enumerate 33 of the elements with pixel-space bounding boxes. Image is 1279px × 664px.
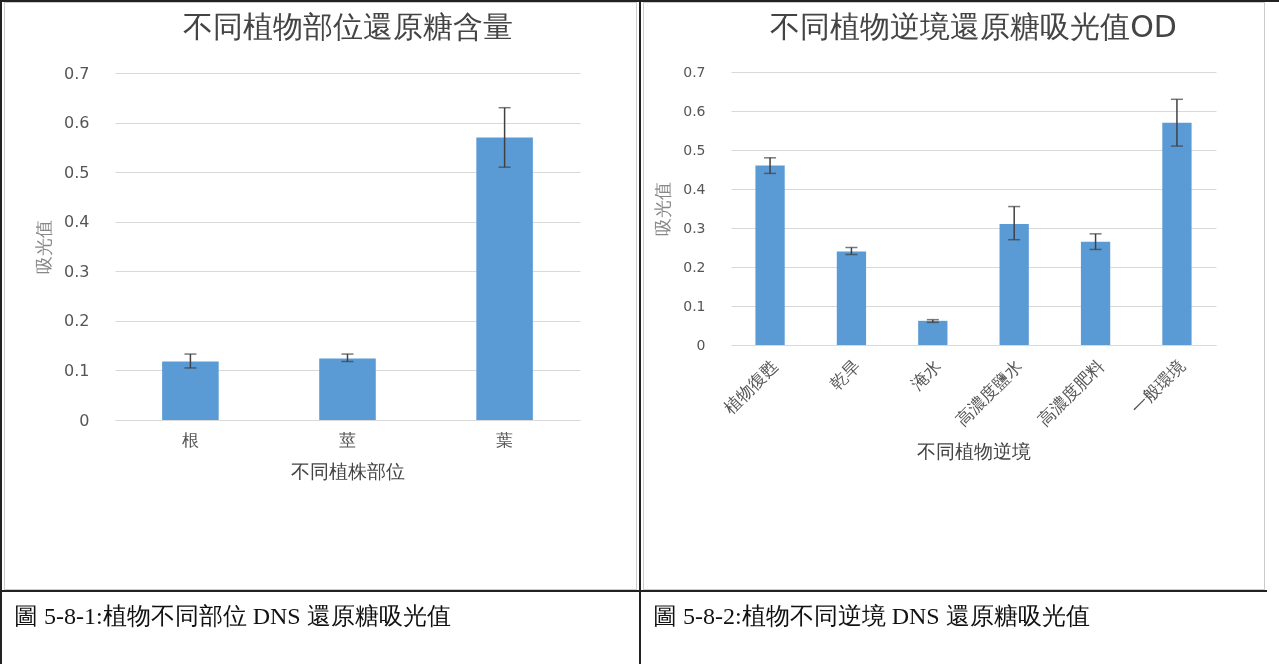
x-axis-title: 不同植株部位: [291, 459, 405, 482]
x-tick-label: 莖: [339, 429, 356, 450]
x-tick-label: 高濃度鹽水: [951, 355, 1027, 430]
y-axis-title: 吸光值: [33, 220, 55, 274]
y-tick-label: 0.1: [64, 360, 90, 380]
x-tick-label: 葉: [496, 429, 514, 450]
x-tick-label: 淹水: [906, 355, 945, 394]
x-tick-label: 高濃度肥料: [1033, 355, 1108, 430]
x-tick-label: 根: [181, 429, 199, 450]
chart-title: 不同植物部位還原糖含量: [182, 9, 513, 44]
caption: 圖 5-8-1:植物不同部位 DNS 還原糖吸光值: [2, 590, 639, 664]
y-tick-label: 0.2: [64, 311, 90, 331]
y-tick-label: 0: [696, 336, 706, 353]
y-tick-label: 0.5: [683, 141, 706, 158]
y-tick-label: 0.3: [64, 261, 90, 281]
y-axis-title: 吸光值: [652, 182, 674, 236]
y-tick-label: 0.6: [683, 102, 706, 119]
y-tick-label: 0.1: [683, 297, 706, 314]
y-tick-label: 0.4: [64, 212, 90, 232]
y-tick-label: 0.4: [683, 180, 706, 197]
y-tick-label: 0.3: [683, 219, 706, 236]
chart-title: 不同植物逆境還原糖吸光值OD: [770, 9, 1177, 44]
x-tick-label: 植物復甦: [719, 355, 783, 418]
y-tick-label: 0.7: [64, 63, 90, 83]
y-tick-label: 0.6: [64, 113, 90, 133]
y-tick-label: 0.5: [64, 162, 90, 182]
caption: 圖 5-8-2:植物不同逆境 DNS 還原糖吸光值: [641, 590, 1267, 664]
y-tick-label: 0: [79, 410, 90, 430]
y-tick-label: 0.7: [683, 63, 706, 80]
x-axis-title: 不同植物逆境: [917, 439, 1031, 462]
x-tick-label: 一般環境: [1126, 355, 1189, 418]
y-tick-label: 0.2: [683, 258, 706, 275]
x-tick-label: 乾旱: [825, 355, 864, 394]
